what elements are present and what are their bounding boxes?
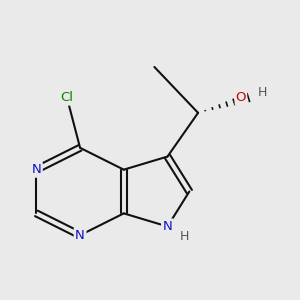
Text: N: N: [75, 229, 85, 242]
Text: H: H: [179, 230, 189, 243]
Text: Cl: Cl: [61, 91, 74, 104]
Text: H: H: [258, 86, 267, 99]
Text: N: N: [163, 220, 172, 233]
Text: O: O: [236, 91, 246, 104]
Text: N: N: [32, 163, 41, 176]
